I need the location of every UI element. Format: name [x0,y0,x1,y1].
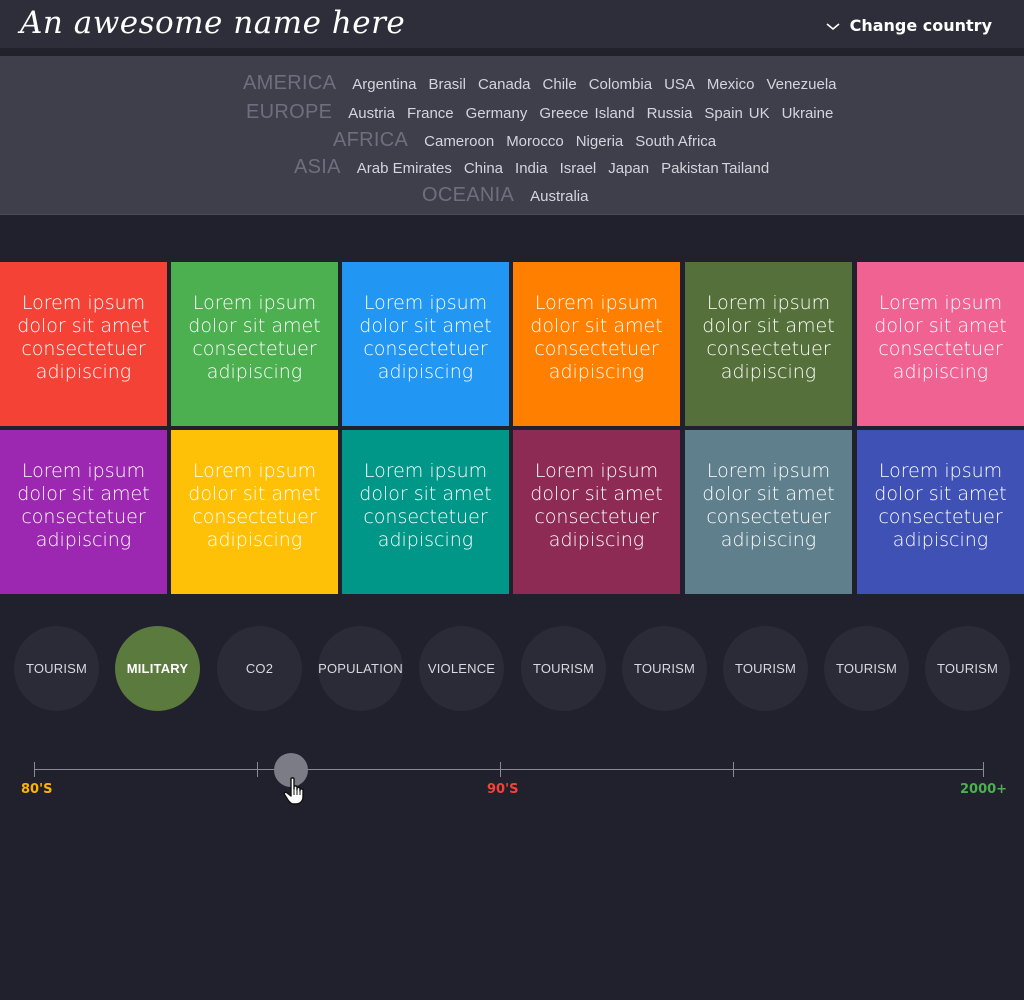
category-button[interactable]: TOURISM [14,626,99,711]
country-link[interactable]: Russia [646,105,693,122]
country-link[interactable]: Venezuela [766,76,837,93]
info-tile[interactable]: Lorem ipsum dolor sit amet consectetuer … [0,262,167,426]
change-country-button[interactable]: Change country [824,16,992,35]
region-row-oceania: OCEANIA Australia [422,184,594,207]
region-label: OCEANIA [422,184,515,206]
category-button[interactable]: MILITARY [115,626,200,711]
timeline-tick [733,762,734,777]
country-link[interactable]: Austria [348,105,395,122]
country-link[interactable]: Nigeria [575,133,624,150]
region-row-europe: EUROPE Austria France Germany Greece Isl… [246,101,839,124]
info-tile[interactable]: Lorem ipsum dolor sit amet consectetuer … [857,262,1024,426]
country-link[interactable]: Brasil [428,76,466,93]
region-label: AMERICA [243,72,337,94]
country-link[interactable]: India [515,160,548,177]
country-link[interactable]: Morocco [506,133,564,150]
info-tile[interactable]: Lorem ipsum dolor sit amet consectetuer … [513,262,680,426]
region-row-africa: AFRICA Cameroon Morocco Nigeria South Af… [333,129,722,152]
info-tile[interactable]: Lorem ipsum dolor sit amet consectetuer … [342,262,509,426]
region-row-america: AMERICA Argentina Brasil Canada Chile Co… [243,72,843,95]
timeline-label-80s: 80'S [21,782,53,797]
change-country-label: Change country [849,16,992,35]
info-tile[interactable]: Lorem ipsum dolor sit amet consectetuer … [685,430,852,594]
country-link[interactable]: Chile [542,76,577,93]
country-link[interactable]: USA [664,76,695,93]
info-tile[interactable]: Lorem ipsum dolor sit amet consectetuer … [857,430,1024,594]
country-link[interactable]: Cameroon [424,133,495,150]
category-button[interactable]: TOURISM [925,626,1010,711]
timeline-tick [34,762,35,777]
category-button[interactable]: TOURISM [521,626,606,711]
chevron-down-icon [826,22,840,30]
country-link[interactable]: China [463,160,504,177]
hand-pointer-icon [283,777,304,805]
country-link[interactable]: Island [594,105,635,122]
country-selector-panel: AMERICA Argentina Brasil Canada Chile Co… [0,56,1024,215]
region-label: AFRICA [333,129,409,151]
region-row-asia: ASIA Arab Emirates China India Israel Ja… [294,156,775,179]
info-tile[interactable]: Lorem ipsum dolor sit amet consectetuer … [171,430,338,594]
info-tile[interactable]: Lorem ipsum dolor sit amet consectetuer … [513,430,680,594]
country-link[interactable]: Israel [559,160,597,177]
country-link[interactable]: Argentina [352,76,417,93]
info-tile[interactable]: Lorem ipsum dolor sit amet consectetuer … [342,430,509,594]
country-link[interactable]: UK [748,105,770,122]
timeline-label-90s: 90'S [487,782,519,797]
country-link[interactable]: Canada [477,76,531,93]
country-link[interactable]: Ukraine [781,105,834,122]
timeline-slider[interactable]: 80'S 90'S 2000+ [0,750,1024,810]
country-link[interactable]: Pakistan [661,160,719,177]
country-link[interactable]: Japan [608,160,650,177]
country-link[interactable]: Mexico [706,76,755,93]
country-link[interactable]: Germany [465,105,528,122]
country-link[interactable]: Australia [530,188,589,205]
country-link[interactable]: Greece [539,105,589,122]
country-link[interactable]: Tailand [721,160,770,177]
timeline-track[interactable] [34,769,984,770]
info-tile[interactable]: Lorem ipsum dolor sit amet consectetuer … [685,262,852,426]
top-bar: An awesome name here Change country [0,0,1024,52]
region-label: ASIA [294,156,341,178]
timeline-tick [257,762,258,777]
app-logo[interactable]: An awesome name here [20,5,406,41]
timeline-label-2000s: 2000+ [960,782,1008,797]
category-button[interactable]: TOURISM [824,626,909,711]
category-button[interactable]: TOURISM [723,626,808,711]
timeline-tick [983,762,984,777]
category-button[interactable]: CO2 [217,626,302,711]
region-label: EUROPE [246,101,333,123]
timeline-tick [500,762,501,777]
country-link[interactable]: Spain [704,105,743,122]
category-selector: TOURISM MILITARY CO2 POPULATION VIOLENCE… [0,626,1024,712]
category-button[interactable]: POPULATION [318,626,403,711]
country-link[interactable]: South Africa [635,133,717,150]
country-link[interactable]: Arab Emirates [356,160,452,177]
info-tile[interactable]: Lorem ipsum dolor sit amet consectetuer … [171,262,338,426]
country-link[interactable]: Colombia [588,76,653,93]
info-tile[interactable]: Lorem ipsum dolor sit amet consectetuer … [0,430,167,594]
category-button[interactable]: VIOLENCE [419,626,504,711]
country-link[interactable]: France [406,105,454,122]
category-button[interactable]: TOURISM [622,626,707,711]
